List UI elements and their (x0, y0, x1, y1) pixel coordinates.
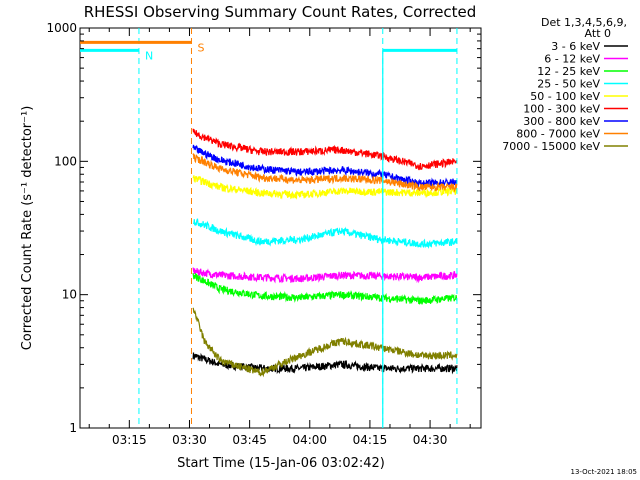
plot-frame (79, 27, 482, 429)
x-tick-label: 04:15 (353, 433, 388, 447)
x-axis-label: Start Time (15-Jan-06 03:02:42) (177, 456, 385, 471)
legend-header-line-1: Det 1,3,4,5,6,9, (541, 16, 627, 29)
chart-title: RHESSI Observing Summary Count Rates, Co… (84, 3, 477, 21)
legend-label-0: 3 - 6 keV (551, 40, 600, 53)
y-tick-label: 10 (62, 288, 77, 302)
x-axis: 03:15 03:30 03:45 04:00 04:15 04:30 (88, 28, 471, 447)
legend-label-7: 800 - 7000 keV (516, 128, 600, 141)
y-tick-label: 1000 (46, 21, 77, 35)
legend-label-6: 300 - 800 keV (523, 115, 600, 128)
flags-layer: NS (80, 28, 458, 428)
legend-label-2: 12 - 25 keV (537, 65, 600, 78)
y-axis: 1 10 100 1000 (46, 21, 481, 435)
generation-timestamp: 13-Oct-2021 18:05 (571, 468, 637, 476)
flag-N-label: N (145, 49, 153, 62)
x-tick-label: 04:00 (292, 433, 327, 447)
series-line-8 (192, 307, 458, 378)
legend-label-8: 7000 - 15000 keV (502, 140, 600, 153)
y-tick-label: 1 (69, 421, 77, 435)
flag-S-label: S (197, 41, 204, 54)
x-tick-label: 03:15 (112, 433, 147, 447)
series-line-7 (192, 153, 458, 193)
series-layer (192, 128, 458, 378)
legend-label-4: 50 - 100 keV (530, 90, 600, 103)
legend-header-line-2: Att 0 (585, 27, 611, 40)
legend-label-3: 25 - 50 keV (537, 78, 600, 91)
x-tick-label: 04:30 (413, 433, 448, 447)
series-line-2 (192, 273, 458, 305)
x-tick-label: 03:30 (172, 433, 207, 447)
series-line-5 (192, 128, 458, 171)
series-line-3 (192, 218, 458, 249)
y-tick-label: 100 (54, 154, 77, 168)
legend-label-1: 6 - 12 keV (544, 53, 600, 66)
y-axis-label: Corrected Count Rate (s⁻¹ detector⁻¹) (20, 106, 35, 351)
series-line-4 (192, 175, 458, 200)
series-line-1 (192, 267, 458, 284)
legend-label-5: 100 - 300 keV (523, 103, 600, 116)
x-tick-label: 03:45 (232, 433, 267, 447)
